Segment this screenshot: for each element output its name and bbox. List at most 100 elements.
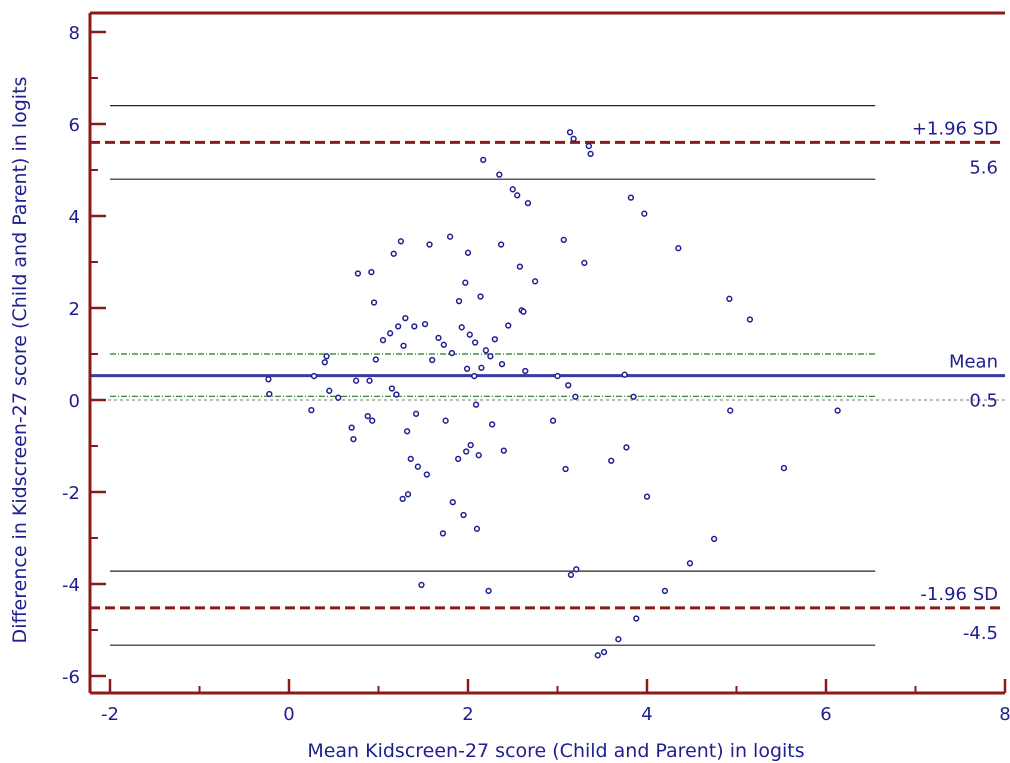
data-point — [412, 410, 420, 417]
x-tick-label: -2 — [101, 704, 119, 725]
data-point — [265, 376, 272, 383]
data-point — [467, 441, 474, 449]
data-point — [496, 171, 503, 178]
data-point — [464, 249, 472, 256]
data-point — [463, 448, 470, 455]
data-point — [372, 356, 379, 363]
data-point — [570, 135, 577, 142]
data-point — [448, 349, 456, 357]
data-point — [423, 471, 430, 478]
y-tick-label: -2 — [62, 483, 80, 504]
x-axis-title: Mean Kidscreen-27 score (Child and Paren… — [307, 740, 804, 762]
x-tick-label: 4 — [641, 704, 652, 725]
data-point — [308, 406, 315, 414]
data-point — [572, 393, 579, 400]
data-point — [395, 323, 402, 330]
data-point — [834, 407, 841, 414]
data-point — [404, 491, 412, 498]
data-point — [429, 356, 436, 364]
data-point — [426, 241, 433, 248]
mean-value: 0.5 — [969, 391, 998, 412]
x-tick-label: 2 — [462, 704, 473, 725]
data-point — [560, 236, 567, 244]
data-point — [516, 263, 524, 270]
y-tick-label: 2 — [69, 299, 80, 320]
data-point — [418, 581, 425, 589]
data-point — [505, 322, 512, 329]
data-point — [364, 412, 371, 420]
data-point — [466, 331, 473, 338]
data-point — [627, 194, 635, 201]
data-point — [524, 199, 532, 207]
data-point — [400, 342, 407, 349]
reference-lines — [90, 104, 1005, 646]
data-point — [323, 353, 330, 360]
data-point — [421, 320, 429, 328]
data-point — [352, 377, 360, 384]
data-point — [489, 421, 496, 428]
data-point — [726, 295, 733, 302]
data-point — [566, 129, 574, 136]
y-tick-label: 8 — [69, 23, 80, 44]
data-point — [460, 511, 467, 519]
data-point — [514, 192, 521, 199]
data-point — [554, 372, 561, 380]
upper-loa-label: +1.96 SD — [912, 118, 998, 139]
data-point — [480, 156, 487, 164]
mean-label: Mean — [949, 352, 998, 373]
data-point — [710, 535, 718, 543]
data-point — [487, 353, 494, 360]
data-point — [414, 463, 422, 470]
data-point — [623, 444, 630, 451]
data-point — [641, 210, 648, 217]
data-point — [455, 297, 463, 305]
data-point — [435, 334, 442, 342]
data-point — [531, 278, 539, 285]
data-point — [399, 495, 406, 503]
data-point — [567, 571, 575, 578]
y-tick-label: -4 — [62, 575, 80, 596]
data-point — [411, 323, 418, 330]
data-point — [520, 308, 527, 315]
data-point — [573, 566, 580, 573]
data-point — [379, 337, 387, 344]
data-point — [397, 238, 405, 245]
data-point — [455, 455, 462, 463]
data-point — [440, 341, 447, 348]
data-point — [686, 560, 694, 567]
data-point — [615, 636, 622, 643]
data-point — [403, 428, 411, 435]
data-point — [600, 648, 608, 656]
y-tick-label: -6 — [62, 667, 80, 688]
lower-loa-value: -4.5 — [963, 623, 998, 644]
upper-loa-value: 5.6 — [969, 157, 998, 178]
data-point — [608, 457, 615, 464]
data-point — [482, 347, 490, 354]
data-point — [675, 245, 682, 252]
data-point — [549, 417, 557, 424]
y-axis-title: Difference in Kidscreen-27 score (Child … — [9, 77, 31, 644]
data-point — [594, 652, 601, 659]
x-tick-label: 6 — [820, 704, 831, 725]
data-point — [478, 364, 485, 371]
data-point — [407, 455, 414, 463]
data-point — [562, 465, 569, 473]
x-tick-label: 0 — [283, 704, 294, 725]
data-points — [265, 129, 841, 659]
y-tick-label: 6 — [69, 115, 80, 136]
data-point — [498, 360, 506, 368]
data-point — [581, 259, 588, 267]
x-tick-label: 8 — [999, 704, 1010, 725]
data-point — [350, 435, 357, 443]
data-point — [472, 401, 480, 408]
data-point — [366, 377, 373, 384]
data-point — [402, 314, 409, 322]
data-point — [386, 330, 394, 337]
data-point — [446, 233, 454, 240]
data-point — [266, 390, 273, 398]
data-point — [587, 150, 594, 158]
data-point — [369, 417, 376, 424]
data-point — [477, 293, 484, 300]
data-point — [471, 372, 478, 380]
data-point — [370, 299, 378, 306]
